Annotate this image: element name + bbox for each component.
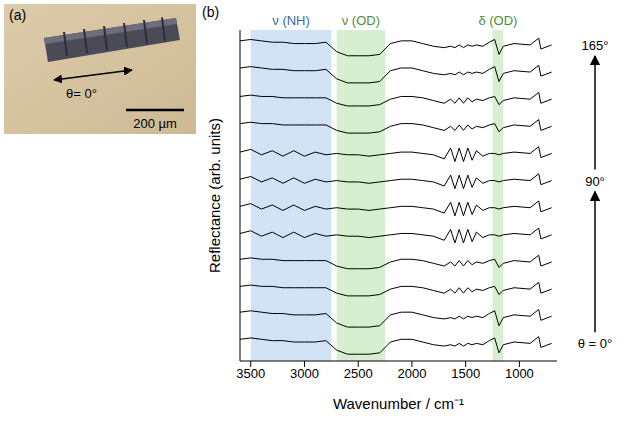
- svg-text:Wavenumber / cm⁻¹: Wavenumber / cm⁻¹: [333, 395, 464, 412]
- svg-text:200 µm: 200 µm: [133, 116, 177, 131]
- html-text:165°: 165°: [581, 37, 609, 53]
- svg-text:ν (OD): ν (OD): [342, 13, 380, 28]
- svg-text:(a): (a): [9, 7, 26, 23]
- html-text:(b): (b): [202, 4, 220, 20]
- svg-text:2500: 2500: [344, 366, 373, 381]
- svg-text:δ (OD): δ (OD): [478, 13, 517, 28]
- svg-text:1000: 1000: [505, 366, 534, 381]
- html-text:90°: 90°: [585, 173, 605, 189]
- svg-text:θ= 0°: θ= 0°: [66, 86, 97, 101]
- svg-text:3500: 3500: [236, 366, 265, 381]
- svg-text:1500: 1500: [451, 366, 480, 381]
- svg-text:2000: 2000: [397, 366, 426, 381]
- svg-text:Reflectance (arb. units): Reflectance (arb. units): [206, 118, 223, 273]
- html-text:θ = 0°: θ = 0°: [577, 335, 613, 351]
- svg-text:3000: 3000: [290, 366, 319, 381]
- svg-text:ν (NH): ν (NH): [272, 13, 310, 28]
